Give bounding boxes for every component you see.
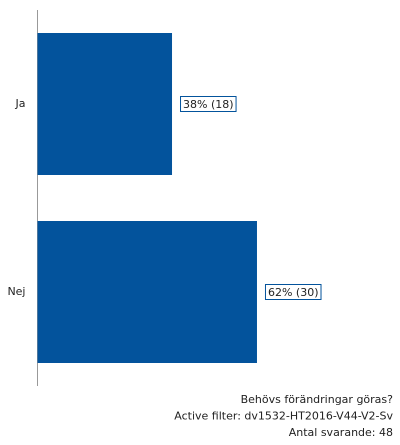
footer-text: Behövs förändringar göras? bbox=[241, 393, 394, 406]
footer-text: Active filter: dv1532-HT2016-V44-V2-Sv bbox=[174, 410, 393, 423]
bar bbox=[37, 33, 173, 175]
bar bbox=[37, 221, 257, 363]
value-label: 62% (30) bbox=[268, 286, 319, 299]
value-label: 38% (18) bbox=[183, 98, 234, 111]
value-label-box bbox=[180, 96, 237, 112]
y-tick-label: Nej bbox=[7, 285, 25, 298]
y-tick-label: Ja bbox=[15, 97, 26, 110]
footer-text: Antal svarande: 48 bbox=[289, 426, 393, 439]
value-label-box bbox=[264, 284, 322, 300]
